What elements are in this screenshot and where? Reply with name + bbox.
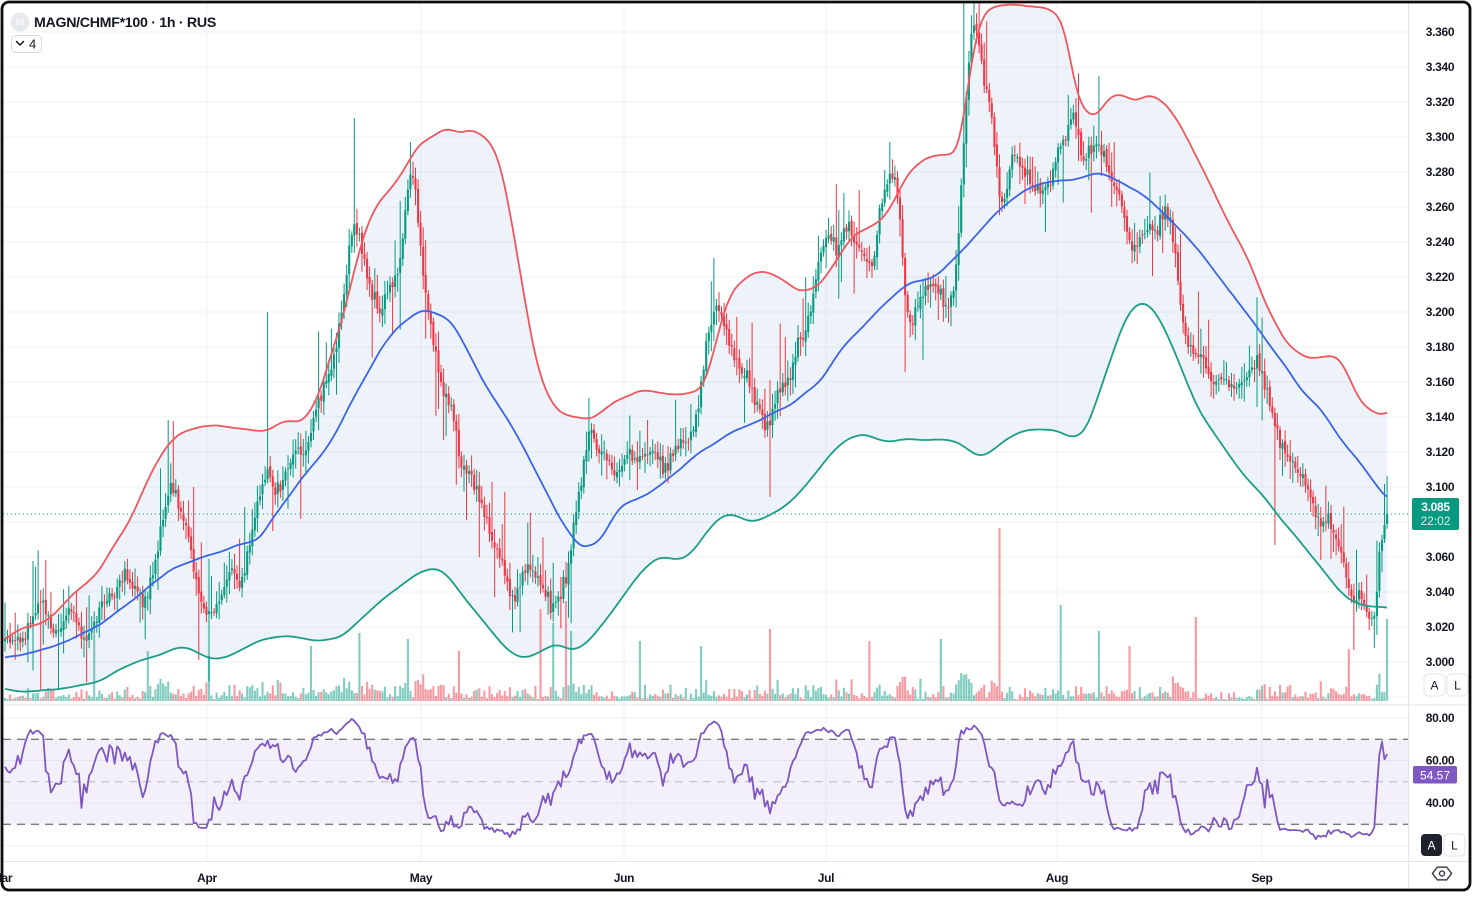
svg-text:Apr: Apr <box>197 871 217 885</box>
svg-text:3.120: 3.120 <box>1426 445 1455 459</box>
svg-text:54.57: 54.57 <box>1420 769 1450 783</box>
svg-text:May: May <box>410 871 433 885</box>
svg-text:A: A <box>1427 839 1435 853</box>
svg-text:3.160: 3.160 <box>1426 375 1455 389</box>
svg-text:3.000: 3.000 <box>1426 655 1455 669</box>
svg-text:22:02: 22:02 <box>1420 514 1450 528</box>
svg-text:Jul: Jul <box>818 871 834 885</box>
svg-text:Jun: Jun <box>614 871 634 885</box>
svg-text:40.00: 40.00 <box>1426 796 1455 810</box>
svg-text:3.240: 3.240 <box>1426 235 1455 249</box>
svg-text:60.00: 60.00 <box>1426 754 1455 768</box>
svg-text:3.220: 3.220 <box>1426 270 1455 284</box>
svg-text:3.360: 3.360 <box>1426 25 1455 39</box>
svg-text:3.180: 3.180 <box>1426 340 1455 354</box>
svg-text:L: L <box>1454 679 1461 693</box>
svg-text:3.280: 3.280 <box>1426 165 1455 179</box>
svg-text:3.300: 3.300 <box>1426 130 1455 144</box>
svg-text:3.020: 3.020 <box>1426 620 1455 634</box>
svg-text:Aug: Aug <box>1046 871 1068 885</box>
svg-text:3.320: 3.320 <box>1426 95 1455 109</box>
svg-text:3.100: 3.100 <box>1426 480 1455 494</box>
svg-text:3.140: 3.140 <box>1426 410 1455 424</box>
svg-text:M: M <box>16 18 24 29</box>
svg-text:L: L <box>1451 839 1458 853</box>
svg-text:3.040: 3.040 <box>1426 585 1455 599</box>
svg-text:3.200: 3.200 <box>1426 305 1455 319</box>
svg-text:A: A <box>1430 679 1438 693</box>
svg-text:4: 4 <box>29 37 36 52</box>
svg-text:3.085: 3.085 <box>1421 500 1450 514</box>
svg-text:Sep: Sep <box>1251 871 1272 885</box>
svg-text:MAGN/CHMF*100 · 1h · RUS: MAGN/CHMF*100 · 1h · RUS <box>34 15 216 31</box>
svg-text:3.260: 3.260 <box>1426 200 1455 214</box>
svg-text:80.00: 80.00 <box>1426 711 1455 725</box>
svg-text:3.060: 3.060 <box>1426 550 1455 564</box>
svg-text:3.340: 3.340 <box>1426 60 1455 74</box>
